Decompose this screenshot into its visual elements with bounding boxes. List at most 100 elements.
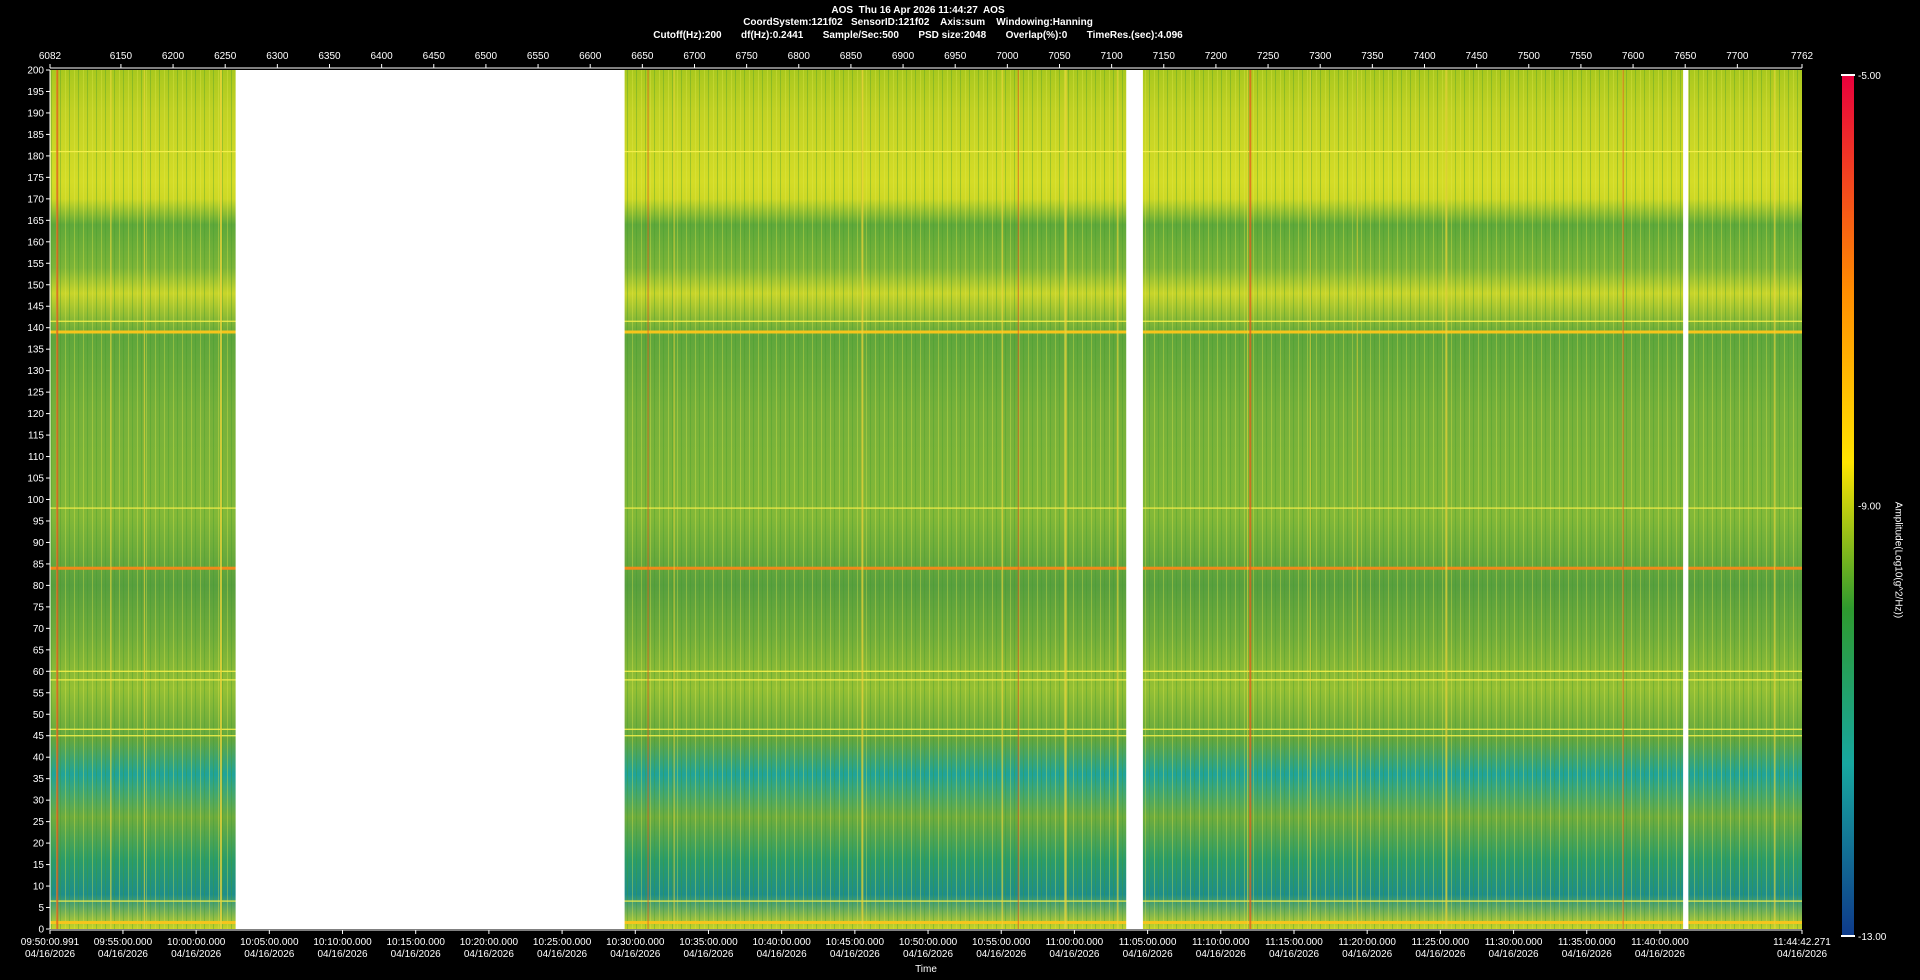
y-tick-label: 65 [33, 645, 45, 656]
top-tick-label: 6800 [788, 51, 811, 62]
top-tick-label: 7400 [1413, 51, 1436, 62]
spectral-line [50, 507, 1802, 509]
spectral-line [50, 670, 1802, 672]
spectral-line [50, 921, 1802, 925]
x-tick-label: 11:10:00.000 [1192, 937, 1250, 948]
data-gap [235, 70, 625, 929]
y-tick-label: 110 [28, 452, 44, 463]
transient-line [1247, 70, 1249, 929]
top-axis: 6082 6150 6200 6250 6300 6350 6400 6450 6500 6550… [39, 51, 1814, 69]
y-tick-label: 140 [27, 323, 44, 334]
y-tick-label: 200 [27, 66, 44, 77]
y-tick-label: 80 [33, 581, 45, 592]
transient-lines [56, 70, 1775, 929]
y-tick-label: 145 [27, 302, 44, 313]
top-tick-label: 7050 [1048, 51, 1071, 62]
y-tick-label: 45 [33, 731, 45, 742]
y-tick-label: 115 [28, 431, 44, 442]
x-tick-date: 04/16/2026 [317, 949, 367, 960]
top-tick-label: 6950 [944, 51, 967, 62]
x-tick-label: 10:35:00.000 [679, 937, 738, 948]
colorbar-gradient [1842, 75, 1854, 936]
top-tick-label: 6150 [110, 51, 133, 62]
chart-subtitle-config: CoordSystem:121f02 SensorID:121f02 Axis:… [743, 17, 1093, 28]
x-tick-date: 04/16/2026 [1562, 949, 1612, 960]
x-tick-label: 11:44:42.271 [1773, 937, 1831, 948]
transient-line [861, 70, 864, 929]
x-tick-label: 11:00:00.000 [1046, 937, 1104, 948]
x-tick-label: 10:00:00.000 [167, 937, 226, 948]
top-tick-label: 6200 [162, 51, 185, 62]
x-tick-label: 10:20:00.000 [460, 937, 519, 948]
y-tick-label: 195 [27, 87, 44, 98]
top-tick-label: 6650 [631, 51, 654, 62]
top-tick-label: 7650 [1674, 51, 1697, 62]
chart-header: AOS Thu 16 Apr 2026 11:44:27 AOS CoordSy… [0, 0, 1836, 43]
x-tick-label: 10:40:00.000 [752, 937, 811, 948]
y-axis: 0 5 10 15 20 25 30 35 40 45 50 55 60 65 70 75 80 85 90 95 10… [27, 66, 51, 936]
top-tick-label: 7600 [1622, 51, 1645, 62]
top-tick-label: 6500 [475, 51, 498, 62]
spectral-line [50, 900, 1802, 902]
y-tick-label: 160 [27, 237, 44, 248]
y-tick-label: 5 [38, 903, 44, 914]
top-tick-label: 6850 [840, 51, 863, 62]
colorbar: -5.00 -9.00 -13.00 [1841, 71, 1887, 943]
x-tick-label: 10:15:00.000 [387, 937, 446, 948]
y-tick-label: 90 [33, 538, 45, 549]
x-tick-date: 04/16/2026 [683, 949, 733, 960]
x-axis: 09:50:00.991 04/16/2026 09:55:00.000 04/16/… [21, 929, 1831, 960]
transient-line [1445, 70, 1448, 929]
colorbar-title: Amplitude(Log10(g^2/Hz)) [1892, 501, 1904, 619]
top-tick-label: 7350 [1361, 51, 1384, 62]
top-tick-label: 7100 [1101, 51, 1124, 62]
y-tick-label: 180 [27, 151, 44, 162]
transient-line [1002, 70, 1004, 929]
spectral-lines [50, 151, 1802, 925]
y-tick-label: 15 [33, 860, 45, 871]
top-tick-label: 6450 [423, 51, 446, 62]
y-tick-label: 125 [27, 388, 44, 399]
x-tick-date: 04/16/2026 [757, 949, 807, 960]
transient-line [1622, 70, 1624, 929]
y-tick-label: 100 [27, 495, 44, 506]
x-axis-title: Time [915, 964, 937, 975]
spectral-line [50, 679, 1802, 681]
x-tick-label: 11:30:00.000 [1485, 937, 1543, 948]
transient-line [1017, 70, 1019, 929]
y-tick-label: 55 [33, 688, 45, 699]
x-tick-label: 10:10:00.000 [313, 937, 372, 948]
spectral-line [50, 735, 1802, 737]
x-tick-date: 04/16/2026 [1269, 949, 1319, 960]
top-tick-label: 7000 [996, 51, 1019, 62]
top-tick-label: 7700 [1726, 51, 1749, 62]
transient-line [1356, 70, 1358, 929]
y-tick-label: 170 [27, 194, 44, 205]
transient-line [219, 70, 222, 929]
transient-line [1116, 70, 1118, 929]
colorbar-mid-label: -9.00 [1858, 502, 1881, 513]
top-tick-label: 7200 [1205, 51, 1228, 62]
top-tick-label: 6750 [736, 51, 759, 62]
x-tick-date: 04/16/2026 [1342, 949, 1392, 960]
x-tick-date: 04/16/2026 [537, 949, 587, 960]
x-tick-date: 04/16/2026 [464, 949, 514, 960]
spectral-line [50, 320, 1802, 322]
top-tick-label: 7550 [1570, 51, 1593, 62]
transient-line [143, 70, 145, 929]
x-tick-label: 11:05:00.000 [1119, 937, 1177, 948]
transient-line [1309, 70, 1311, 929]
y-tick-label: 50 [33, 710, 45, 721]
x-tick-date: 04/16/2026 [1049, 949, 1099, 960]
y-tick-label: 185 [27, 130, 44, 141]
colorbar-max-label: -5.00 [1858, 71, 1881, 82]
y-tick-label: 95 [33, 516, 45, 527]
x-tick-label: 10:25:00.000 [533, 937, 592, 948]
y-tick-label: 120 [27, 409, 44, 420]
x-tick-date: 04/16/2026 [1415, 949, 1465, 960]
y-tick-label: 75 [33, 602, 45, 613]
y-tick-label: 150 [27, 280, 44, 291]
x-tick-label: 10:45:00.000 [826, 937, 885, 948]
y-tick-label: 85 [33, 559, 45, 570]
x-tick-date: 04/16/2026 [830, 949, 880, 960]
